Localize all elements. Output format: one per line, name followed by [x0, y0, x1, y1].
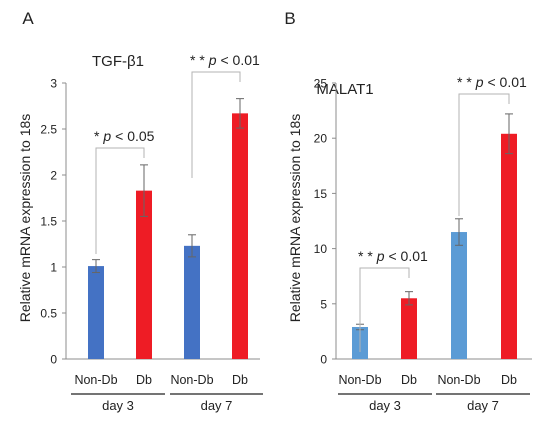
y-tick-label: 5	[320, 297, 327, 311]
y-tick-label: 25	[314, 77, 328, 91]
x-tick-label: Non-Db	[74, 373, 117, 387]
significance-threshold: < 0.01	[388, 248, 428, 264]
significance-p: p	[376, 248, 385, 264]
significance-threshold: < 0.01	[220, 52, 260, 68]
significance-label: * * p < 0.01	[358, 248, 428, 264]
significance-stars: *	[94, 128, 103, 144]
y-tick-label: 10	[314, 242, 328, 256]
panel-label: A	[22, 9, 34, 28]
y-tick-label: 0	[320, 353, 327, 367]
group-label: day 3	[102, 398, 134, 413]
bar	[451, 232, 467, 359]
significance-threshold: < 0.05	[115, 128, 155, 144]
significance-p: p	[475, 74, 484, 90]
significance-p: p	[102, 128, 111, 144]
significance-bracket	[458, 93, 510, 216]
group-label: day 3	[369, 398, 401, 413]
y-tick-label: 2.5	[40, 123, 57, 137]
x-tick-label: Db	[401, 373, 417, 387]
x-tick-label: Non-Db	[338, 373, 381, 387]
significance-label: * p < 0.05	[94, 128, 155, 144]
significance-threshold: < 0.01	[487, 74, 527, 90]
group-label: day 7	[201, 398, 233, 413]
significance-bracket	[191, 71, 241, 178]
bar	[184, 245, 200, 359]
x-tick-label: Non-Db	[437, 373, 480, 387]
significance-label: * * p < 0.01	[457, 74, 527, 90]
chart-panel-a: A TGF-β1 Relative mRNA expression to 18s 0 0…	[17, 9, 263, 413]
group-label: day 7	[467, 398, 499, 413]
bar	[401, 298, 417, 359]
x-tick-label: Db	[232, 373, 248, 387]
y-tick-label: 1.5	[40, 215, 57, 229]
bar	[136, 190, 152, 359]
y-tick-label: 1	[50, 261, 57, 275]
y-tick-label: 0	[50, 353, 57, 367]
significance-bracket	[359, 267, 410, 352]
bar	[88, 266, 104, 359]
y-axis-label: Relative mRNA expression to 18s	[287, 114, 303, 323]
y-tick-label: 20	[314, 132, 328, 146]
bar	[501, 133, 517, 359]
y-tick-label: 0.5	[40, 307, 57, 321]
chart-title: TGF-β1	[92, 53, 144, 70]
y-tick-label: 2	[50, 169, 57, 183]
chart-title: MALAT1	[316, 81, 373, 98]
y-tick-label: 15	[314, 187, 328, 201]
x-tick-label: Db	[501, 373, 517, 387]
significance-label: * * p < 0.01	[190, 52, 260, 68]
panel-label: B	[284, 9, 295, 28]
significance-stars: * *	[190, 52, 209, 68]
significance-stars: * *	[358, 248, 377, 264]
bar	[232, 113, 248, 359]
y-axis-label: Relative mRNA expression to 18s	[17, 114, 33, 323]
significance-p: p	[208, 52, 217, 68]
x-tick-label: Db	[136, 373, 152, 387]
significance-stars: * *	[457, 74, 476, 90]
chart-panel-b: B MALAT1 Relative mRNA expression to 18s 0 5…	[284, 9, 532, 413]
significance-bracket	[95, 147, 145, 254]
x-tick-label: Non-Db	[170, 373, 213, 387]
y-tick-label: 3	[50, 77, 57, 91]
